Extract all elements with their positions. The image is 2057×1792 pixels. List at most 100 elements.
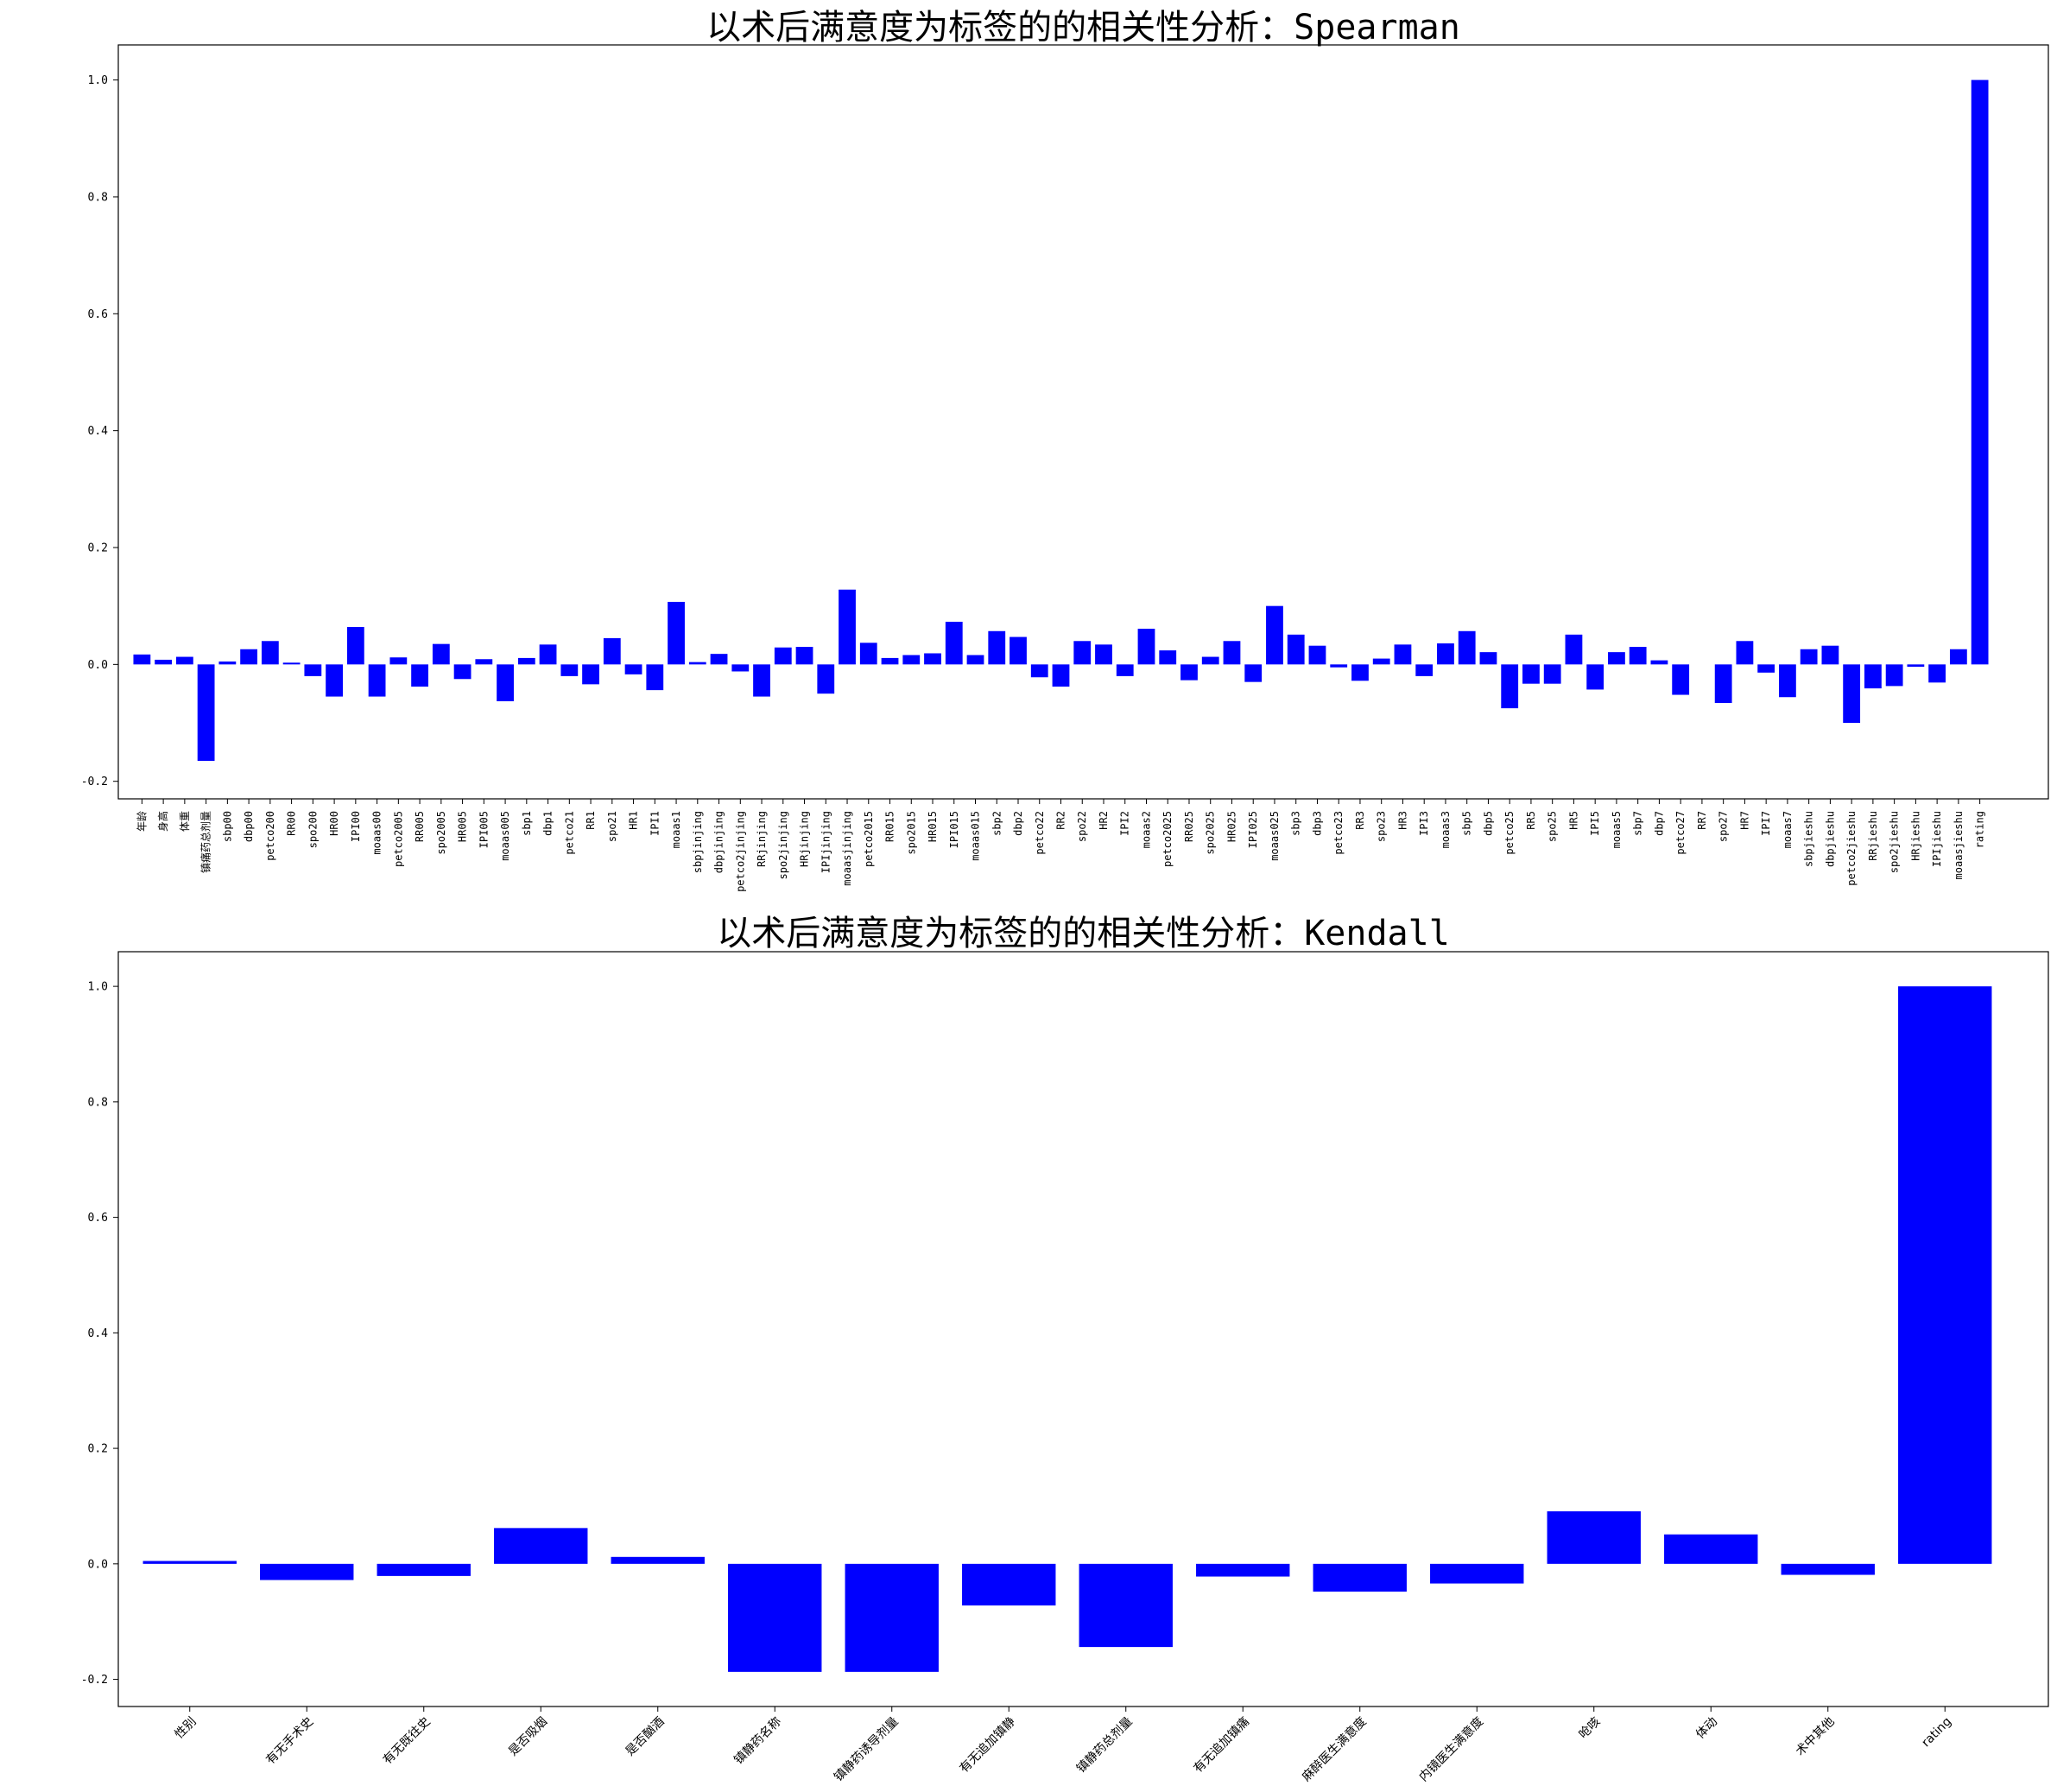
spearman-x-tick-label: dbp5: [1482, 811, 1494, 836]
spearman-bar: [475, 659, 493, 665]
kendall-x-tick-label: 术中其他: [1794, 1715, 1838, 1759]
spearman-bar: [1907, 664, 1925, 668]
spearman-x-tick-label: IPIjinjing: [820, 811, 832, 873]
spearman-bar: [1821, 645, 1839, 665]
spearman-x-tick-label: IPI3: [1418, 811, 1430, 836]
kendall-bar: [377, 1563, 471, 1576]
spearman-x-tick-label: HR025: [1225, 811, 1237, 842]
spearman-x-tick-label: petco22: [1034, 811, 1046, 855]
spearman-x-tick-label: dbp00: [243, 811, 255, 842]
spearman-x-tick-label: IPI025: [1247, 811, 1259, 848]
spearman-bar: [731, 664, 750, 672]
kendall-x-tick-label: 麻醉医生满意度: [1299, 1714, 1369, 1784]
spearman-x-tick-label: HR2: [1098, 811, 1110, 830]
spearman-bar: [1608, 652, 1625, 665]
spearman-bar: [368, 664, 386, 697]
kendall-x-tick-label: 是否吸烟: [506, 1715, 550, 1759]
spearman-x-tick-label: moaas5: [1611, 811, 1623, 848]
kendall-bar: [142, 1561, 237, 1564]
spearman-bar: [497, 664, 514, 701]
spearman-y-tick-label: -0.2: [81, 776, 108, 788]
spearman-bar: [924, 653, 941, 665]
kendall-x-tick-label: 有无追加镇痛: [1191, 1714, 1252, 1776]
spearman-bar: [1201, 656, 1219, 665]
spearman-x-tick-label: petco2005: [392, 811, 404, 867]
kendall-bar: [611, 1556, 705, 1564]
spearman-bar: [1736, 641, 1754, 665]
spearman-x-tick-label: IPI1: [649, 811, 661, 836]
spearman-bar: [988, 630, 1006, 665]
spearman-bar: [839, 589, 856, 665]
kendall-x-tick-label: 镇静药名称: [731, 1715, 784, 1768]
spearman-x-tick-label: RR3: [1354, 811, 1366, 830]
spearman-bar: [774, 647, 792, 665]
spearman-chart-title: 以术后满意度为标签的的相关性分析：Spearman: [706, 8, 1460, 47]
kendall-y-tick-label: 0.8: [88, 1096, 108, 1109]
spearman-x-tick-label: IPI015: [948, 811, 960, 848]
spearman-x-tick-label: spo200: [307, 811, 319, 848]
spearman-bar: [1672, 664, 1690, 695]
spearman-x-tick-label: sbpjinjing: [692, 811, 704, 873]
kendall-x-tick-label: 有无追加镇静: [957, 1715, 1018, 1776]
kendall-bar: [1547, 1510, 1641, 1564]
spearman-bar: [1757, 664, 1775, 673]
spearman-x-tick-label: IPI7: [1760, 811, 1772, 836]
spearman-x-tick-label: moaas3: [1440, 811, 1452, 848]
spearman-bar: [175, 656, 193, 665]
spearman-y-tick-label: 0.8: [88, 191, 108, 204]
spearman-bar: [1073, 641, 1092, 665]
spearman-x-tick-label: HR7: [1738, 811, 1750, 830]
spearman-bar: [795, 647, 813, 665]
spearman-bar: [902, 655, 921, 665]
spearman-x-tick-label: RRjinjing: [756, 811, 768, 867]
spearman-x-tick-label: petco2025: [1161, 811, 1174, 867]
spearman-bar: [1479, 652, 1497, 665]
spearman-bar: [1159, 650, 1177, 665]
kendall-bar: [1781, 1563, 1875, 1575]
kendall-x-tick-label: 是否酗酒: [623, 1715, 668, 1759]
spearman-bar: [432, 643, 450, 665]
spearman-x-tick-label: spo2025: [1205, 811, 1217, 855]
kendall-plot-frame: [117, 951, 2049, 1707]
spearman-x-tick-label: 镇痛药总剂量: [199, 811, 212, 873]
spearman-x-tick-label: 体重: [179, 811, 191, 832]
spearman-bar: [1266, 605, 1283, 665]
kendall-x-tick-label: 镇静药诱导剂量: [832, 1715, 902, 1785]
spearman-x-tick-label: petco23: [1332, 811, 1345, 855]
spearman-bar: [688, 662, 706, 665]
spearman-x-tick-label: spo23: [1376, 811, 1388, 842]
spearman-x-tick-label: sbp1: [521, 811, 533, 836]
spearman-x-tick-label: HR005: [457, 811, 469, 842]
spearman-x-tick-label: IPI00: [350, 811, 362, 842]
spearman-x-tick-label: RR2: [1055, 811, 1067, 830]
spearman-x-tick-label: RRjieshu: [1867, 811, 1879, 861]
spearman-bar: [1394, 644, 1412, 665]
spearman-bar: [1800, 649, 1818, 665]
spearman-bar: [133, 654, 151, 665]
kendall-bar: [1898, 986, 1992, 1564]
kendall-y-tick-label: 0.6: [88, 1212, 108, 1225]
spearman-bar: [1330, 664, 1348, 668]
spearman-x-tick-label: moaasjinjing: [841, 811, 853, 886]
spearman-bar: [1779, 664, 1796, 698]
spearman-bar: [1116, 664, 1134, 676]
spearman-bar: [261, 641, 279, 665]
spearman-x-tick-label: HRjinjing: [799, 811, 811, 867]
spearman-bar: [1885, 664, 1903, 687]
spearman-x-tick-label: dbp7: [1653, 811, 1665, 836]
spearman-x-tick-label: dbp1: [542, 811, 554, 836]
spearman-x-tick-label: petco27: [1674, 811, 1687, 855]
spearman-x-tick-label: IPI2: [1119, 811, 1131, 836]
kendall-bar: [260, 1563, 354, 1580]
spearman-bar: [346, 627, 364, 665]
spearman-bar: [1030, 664, 1048, 678]
kendall-x-tick-label: 有无既往史: [381, 1715, 434, 1768]
spearman-x-tick-label: HR1: [628, 811, 640, 830]
kendall-y-tick-label: 0.0: [88, 1558, 108, 1571]
spearman-x-tick-label: RR005: [414, 811, 426, 842]
spearman-bar: [1949, 649, 1967, 665]
kendall-bar: [494, 1528, 588, 1564]
spearman-bar: [1010, 636, 1027, 665]
kendall-x-tick-label: 内镜医生满意度: [1416, 1714, 1486, 1784]
spearman-x-tick-label: dbp3: [1311, 811, 1323, 836]
